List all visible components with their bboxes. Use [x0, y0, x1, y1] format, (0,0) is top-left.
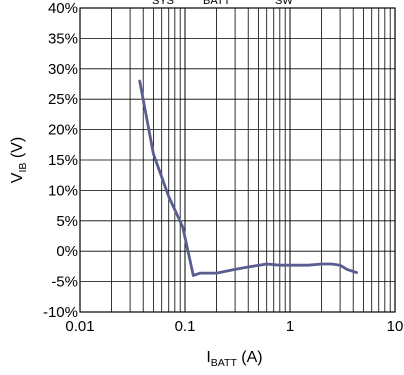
x-axis-title-sub: BATT	[211, 357, 238, 369]
x-tick-label: 0.01	[65, 318, 94, 335]
series-line	[138, 79, 358, 277]
header-fragment: BATT	[203, 0, 231, 7]
y-tick-label: 35%	[48, 30, 78, 47]
x-tick-label: 0.1	[175, 318, 196, 335]
y-tick-label: 10%	[48, 182, 78, 199]
x-tick-labels: 0.01 0.1 1 10	[65, 318, 403, 335]
y-tick-label: -10%	[43, 304, 78, 321]
y-axis-title-sub: IB	[17, 163, 29, 173]
y-axis-title: VIB (V)	[9, 137, 29, 183]
x-axis-title-main: I	[206, 349, 210, 366]
plot-frame	[79, 7, 396, 313]
chart-series-layer	[138, 79, 358, 277]
y-tick-label: 30%	[48, 61, 78, 78]
y-tick-label: 20%	[48, 122, 78, 139]
y-tick-label: 25%	[48, 91, 78, 108]
y-axis-title-unit: (V)	[9, 137, 26, 163]
chart-grid	[80, 8, 395, 312]
y-tick-label: 0%	[56, 243, 78, 260]
y-axis-title-main: V	[9, 172, 26, 183]
y-tick-label: 40%	[48, 0, 78, 17]
x-axis-title: IBATT (A)	[206, 349, 262, 369]
y-tick-label: 5%	[56, 213, 78, 230]
header-fragment: SYS	[152, 0, 174, 7]
chart-header-fragments: SYS BATT SW	[152, 0, 293, 7]
x-axis-title-unit: (A)	[237, 349, 263, 366]
x-tick-label: 10	[387, 318, 404, 335]
x-tick-label: 1	[286, 318, 294, 335]
y-tick-label: 15%	[48, 152, 78, 169]
header-fragment: SW	[275, 0, 293, 7]
y-tick-labels: -10% -5% 0% 5% 10% 15% 20% 25% 30% 35% 40%	[43, 0, 78, 321]
y-tick-label: -5%	[51, 274, 78, 291]
